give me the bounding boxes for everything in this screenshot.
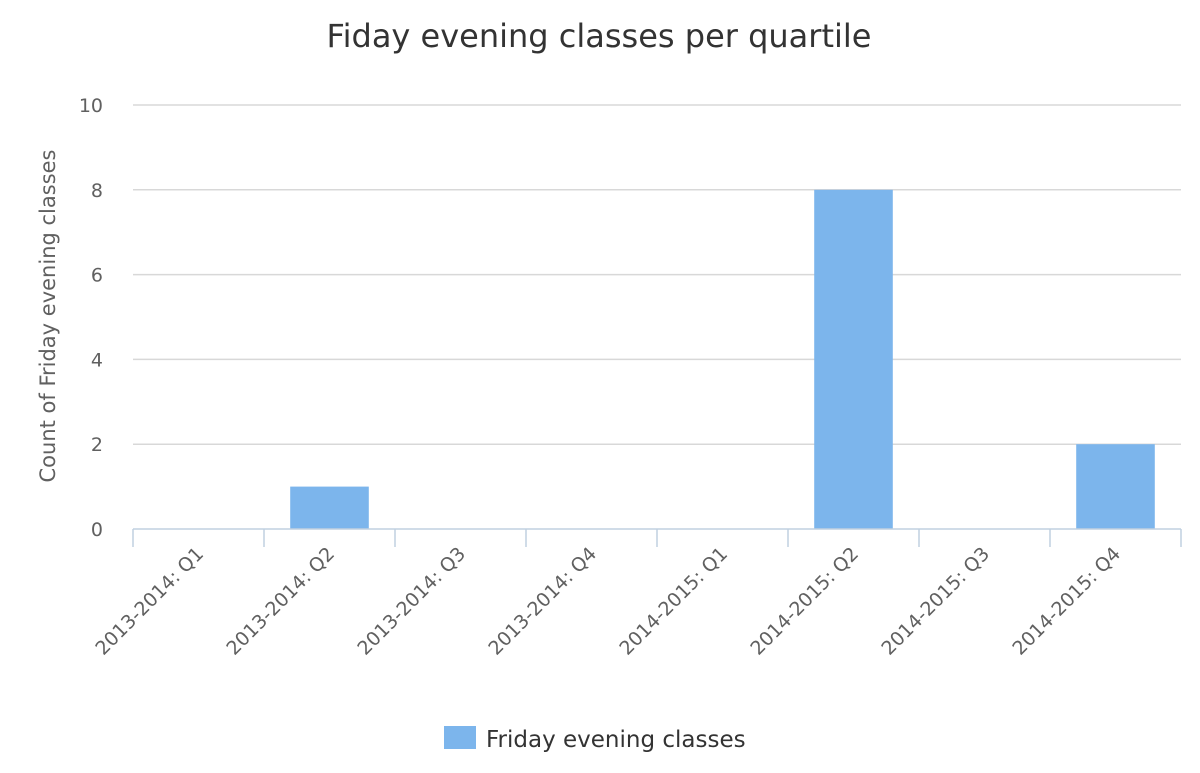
y-tick-label: 6: [91, 265, 103, 287]
chart-title: Fiday evening classes per quartile: [327, 17, 872, 55]
y-tick-label: 0: [91, 519, 103, 541]
x-tick-label: 2013-2014: Q3: [353, 543, 470, 660]
x-tick-label: 2013-2014: Q1: [91, 543, 208, 660]
y-tick-label: 8: [91, 180, 103, 202]
bar[interactable]: [1076, 444, 1155, 529]
y-axis-title: Count of Friday evening classes: [36, 150, 60, 483]
x-tick-label: 2013-2014: Q2: [222, 543, 339, 660]
bar[interactable]: [290, 486, 369, 529]
y-axis-ticks: 0 2 4 6 8 10: [79, 95, 103, 541]
x-axis: [132, 528, 1182, 547]
legend[interactable]: Friday evening classes: [444, 726, 746, 753]
x-tick-label: 2014-2015: Q2: [746, 543, 863, 660]
gridlines: [133, 104, 1181, 445]
x-tick-label: 2014-2015: Q1: [615, 543, 732, 660]
y-tick-label: 10: [79, 95, 103, 117]
legend-swatch[interactable]: [444, 726, 476, 749]
y-tick-label: 4: [91, 349, 103, 371]
bar[interactable]: [814, 189, 893, 530]
x-tick-label: 2013-2014: Q4: [484, 543, 601, 660]
bars: [290, 189, 1155, 530]
x-tick-label: 2014-2015: Q3: [877, 543, 994, 660]
y-tick-label: 2: [91, 434, 103, 456]
legend-label[interactable]: Friday evening classes: [486, 727, 746, 753]
x-axis-ticks: 2013-2014: Q1 2013-2014: Q2 2013-2014: Q3 2…: [91, 543, 1125, 660]
x-tick-label: 2014-2015: Q4: [1008, 543, 1125, 660]
